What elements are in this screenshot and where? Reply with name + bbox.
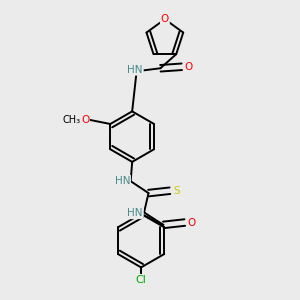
Text: O: O (161, 14, 169, 24)
Text: S: S (173, 186, 180, 196)
Text: Cl: Cl (136, 275, 146, 285)
Text: CH₃: CH₃ (63, 116, 81, 125)
Text: O: O (81, 115, 89, 124)
Text: O: O (184, 62, 193, 72)
Text: HN: HN (115, 176, 130, 186)
Text: HN: HN (128, 65, 143, 75)
Text: O: O (187, 218, 195, 227)
Text: HN: HN (128, 208, 143, 218)
